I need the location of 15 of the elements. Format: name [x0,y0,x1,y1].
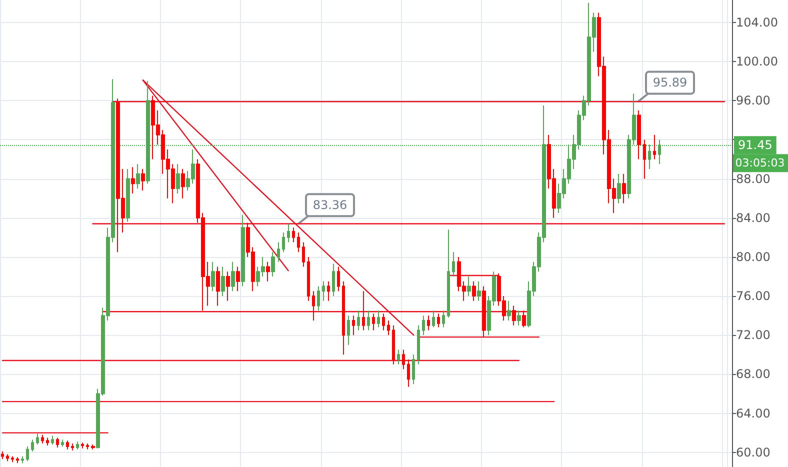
ref-line-label: 91.45 [738,138,772,152]
y-tick-label: 64.00 [736,406,770,420]
y-tick-label: 60.00 [736,445,770,460]
y-tick-label: 84.00 [736,210,770,225]
y-tick-label: 72.00 [736,328,770,342]
y-tick-label: 100.00 [736,54,778,69]
y-tick-label: 88.00 [736,172,770,186]
y-tick-label: 68.00 [736,367,770,382]
text: 03:05:03 [735,156,785,170]
annotation: 95.89 [652,76,688,90]
y-tick-label: 96.00 [736,94,770,108]
y-tick-label: 104.00 [736,15,778,30]
annotation: 83.36 [312,198,348,212]
y-tick-label: 76.00 [736,289,770,304]
y-tick-label: 80.00 [736,250,770,264]
